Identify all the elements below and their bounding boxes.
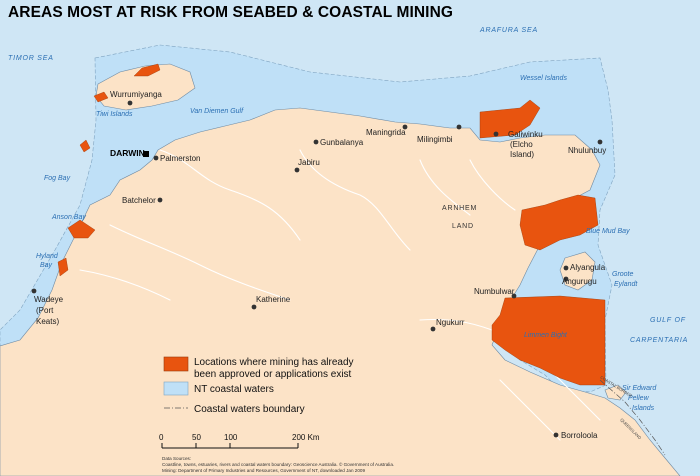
ngukurr-dot: [430, 326, 436, 332]
borroloola-label: Borroloola: [561, 431, 598, 440]
darwin-square: [143, 151, 149, 157]
gulf-label-2: CARPENTARIA: [630, 337, 688, 344]
katherine-label: Katherine: [256, 295, 291, 304]
maningrida-label: Maningrida: [366, 128, 406, 137]
arafura-sea-label: ARAFURA SEA: [479, 27, 538, 34]
sources-line1: Coastline, towns, estuaries, rivers and …: [162, 461, 394, 467]
wadeye-dot: [31, 288, 37, 294]
milingimbi-dot: [456, 124, 462, 130]
borroloola-dot: [553, 432, 559, 438]
scale-label-100: 100: [224, 433, 238, 442]
gunbalanya-dot: [313, 139, 319, 145]
tiwi-islands-label: Tiwi Islands: [96, 111, 133, 118]
scale-label-200: 200 Km: [292, 433, 320, 442]
rivers: [79, 149, 601, 441]
legend-coastal-label: NT coastal waters: [194, 384, 274, 395]
numbulwar-label: Numbulwar: [474, 287, 515, 296]
wadeye-label-2: (Port: [36, 306, 54, 315]
legend-boundary-label: Coastal waters boundary: [194, 404, 305, 415]
nhulunbuy-dot: [597, 139, 603, 145]
batchelor-dot: [157, 197, 163, 203]
map-title: AREAS MOST AT RISK FROM SEABED & COASTAL…: [8, 4, 454, 21]
milingimbi-label: Milingimbi: [417, 135, 453, 144]
anson-bay-label: Anson Bay: [51, 214, 86, 221]
gulf-label-1: GULF OF: [650, 317, 686, 324]
ngukurr-label: Ngukurr: [436, 318, 465, 327]
wessel-islands-label: Wessel Islands: [520, 75, 567, 82]
angurugu-dot: [563, 276, 569, 282]
wadeye-label-1: Wadeye: [34, 295, 64, 304]
arnhem-label: ARNHEM: [442, 205, 477, 212]
limmen-bight-label: Limmen Bight: [524, 332, 568, 339]
nhulunbuy-label: Nhulunbuy: [568, 146, 606, 155]
batchelor-label: Batchelor: [122, 196, 156, 205]
gunbalanya-label: Gunbalanya: [320, 138, 364, 147]
fog-bay-label: Fog Bay: [44, 175, 71, 182]
alyangula-label: Alyangula: [570, 263, 606, 272]
sir-edward-label-2: Pellew: [628, 395, 650, 402]
scale-label-0: 0: [159, 433, 164, 442]
legend: Locations where mining has already been …: [163, 356, 354, 415]
tiwi-islands: [95, 63, 196, 111]
wurrumiyanga-label: Wurrumiyanga: [110, 90, 162, 99]
maningrida-dot: [402, 124, 408, 130]
scale-bar: 0 50 100 200 Km: [159, 433, 320, 449]
groote-eylandt: [559, 251, 596, 291]
jabiru-dot: [294, 167, 300, 173]
van-diemen-gulf-label: Van Diemen Gulf: [190, 108, 244, 115]
jabiru-label: Jabiru: [298, 158, 320, 167]
legend-mining-swatch: [163, 356, 189, 372]
legend-coastal-swatch: [163, 381, 189, 396]
palmerston-label: Palmerston: [160, 154, 200, 163]
numbulwar-dot: [511, 293, 517, 299]
sir-edward-label-1: Sir Edward: [622, 385, 657, 392]
timor-sea-label: TIMOR SEA: [8, 55, 54, 62]
wadeye-label-3: Keats): [36, 317, 59, 326]
galiwinku-label-3: Island): [510, 150, 534, 159]
coastal-boundary-line: [599, 379, 666, 456]
alyangula-dot: [563, 265, 569, 271]
hyland-bay-label-2: Bay: [40, 262, 53, 269]
legend-mining-line2: been approved or applications exist: [194, 369, 352, 380]
scale-label-50: 50: [192, 433, 201, 442]
sources-heading: Data Sources:: [162, 456, 191, 461]
galiwinku-label-1: Galiwinku: [508, 130, 543, 139]
sources-line2: Mining: Department of Primary Industries…: [162, 468, 365, 473]
legend-mining-line1: Locations where mining has already: [194, 357, 354, 368]
katherine-dot: [251, 304, 257, 310]
town-markers: [31, 100, 603, 438]
groote-label-1: Groote: [612, 271, 634, 278]
palmerston-dot: [153, 155, 159, 161]
sir-edward-label-3: Islands: [632, 405, 655, 412]
wurrumiyanga-dot: [127, 100, 133, 106]
darwin-label: DARWIN: [110, 148, 145, 158]
hyland-bay-label-1: Hyland: [36, 253, 59, 260]
mining-areas: [57, 63, 606, 386]
angurugu-label: Angurugu: [562, 277, 597, 286]
galiwinku-dot: [493, 131, 499, 137]
land-label: LAND: [452, 223, 474, 230]
groote-label-2: Eylandt: [614, 281, 638, 288]
blue-mud-bay-label: Blue Mud Bay: [586, 228, 630, 235]
galiwinku-label-2: (Elcho: [510, 140, 533, 149]
